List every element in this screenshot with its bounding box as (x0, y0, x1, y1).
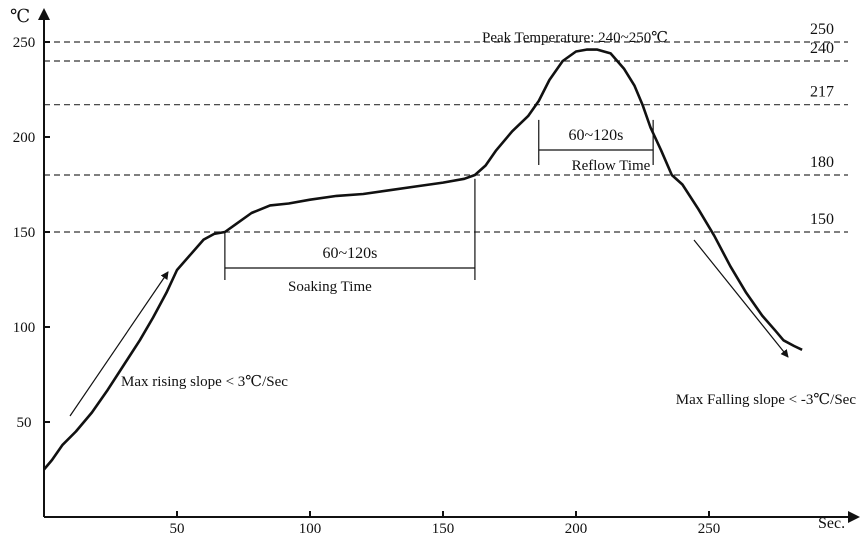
x-tick-label-100: 100 (299, 521, 322, 537)
temperature-profile-line-0 (43, 48, 803, 471)
x-tick-label-150: 150 (432, 521, 455, 537)
rising-slope-label: Max rising slope < 3℃/Sec (121, 374, 288, 390)
reflow-time-label: Reflow Time (572, 158, 651, 174)
y-tick-label-250: 250 (13, 35, 36, 51)
reference-label-180: 180 (810, 154, 834, 171)
y-tick-label-200: 200 (13, 130, 36, 146)
reference-label-250: 250 (810, 21, 834, 38)
x-tick-label-50: 50 (170, 521, 185, 537)
falling-slope-arrow (693, 239, 789, 358)
rising-slope-arrow (69, 271, 169, 417)
reflow-duration-label: 60~120s (569, 127, 624, 144)
reference-lines: 250 240 217 180 150 (44, 21, 848, 233)
x-tick-label-200: 200 (565, 521, 588, 537)
y-tick-label-100: 100 (13, 320, 36, 336)
reference-label-217: 217 (810, 84, 834, 101)
y-axis-label: ℃ (10, 6, 30, 26)
y-tick-label-150: 150 (13, 225, 36, 241)
reference-label-240: 240 (810, 40, 834, 57)
falling-slope-label: Max Falling slope < -3℃/Sec (676, 392, 857, 408)
peak-temperature-label: Peak Temperature: 240~250℃ (482, 30, 668, 46)
reference-label-150: 150 (810, 211, 834, 228)
soak-duration-label: 60~120s (322, 245, 377, 262)
y-tick-label-50: 50 (17, 415, 32, 431)
annotations: Peak Temperature: 240~250℃ 60~120s Soaking… (69, 30, 857, 417)
x-axis-label: Sec. (818, 515, 845, 532)
axes (38, 8, 860, 523)
tick-labels: 50 100 150 200 250 50 100 150 200 250 (13, 35, 721, 537)
series-layer (43, 48, 803, 471)
x-tick-label-250: 250 (698, 521, 721, 537)
soak-time-label: Soaking Time (288, 279, 372, 295)
